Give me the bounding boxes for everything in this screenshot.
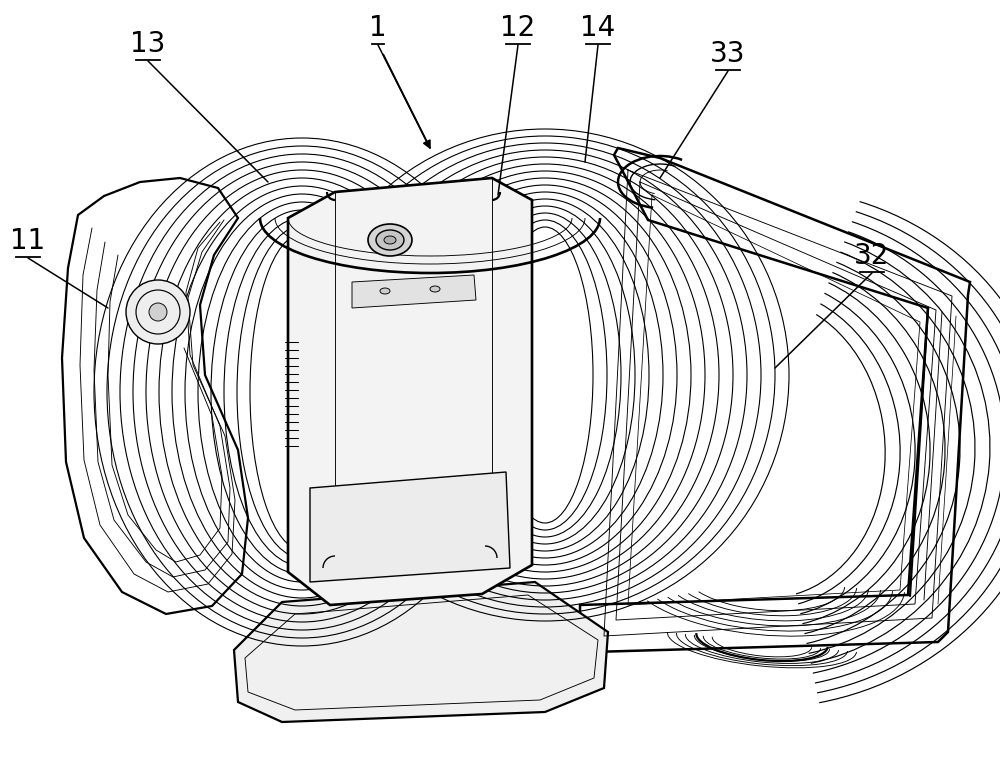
Polygon shape <box>310 472 510 582</box>
Text: 12: 12 <box>500 14 536 42</box>
Ellipse shape <box>376 230 404 250</box>
Polygon shape <box>580 148 970 652</box>
Text: 32: 32 <box>854 242 890 270</box>
Ellipse shape <box>149 303 167 321</box>
Text: 1: 1 <box>369 14 387 42</box>
Polygon shape <box>288 178 532 605</box>
Text: 13: 13 <box>130 30 166 58</box>
Ellipse shape <box>384 236 396 244</box>
Polygon shape <box>62 178 248 614</box>
Ellipse shape <box>126 280 190 344</box>
Text: 33: 33 <box>710 40 746 68</box>
Text: 14: 14 <box>580 14 616 42</box>
Polygon shape <box>234 582 608 722</box>
Text: 11: 11 <box>10 227 46 255</box>
Ellipse shape <box>380 288 390 294</box>
Ellipse shape <box>430 286 440 292</box>
Polygon shape <box>352 275 476 308</box>
Ellipse shape <box>368 224 412 256</box>
